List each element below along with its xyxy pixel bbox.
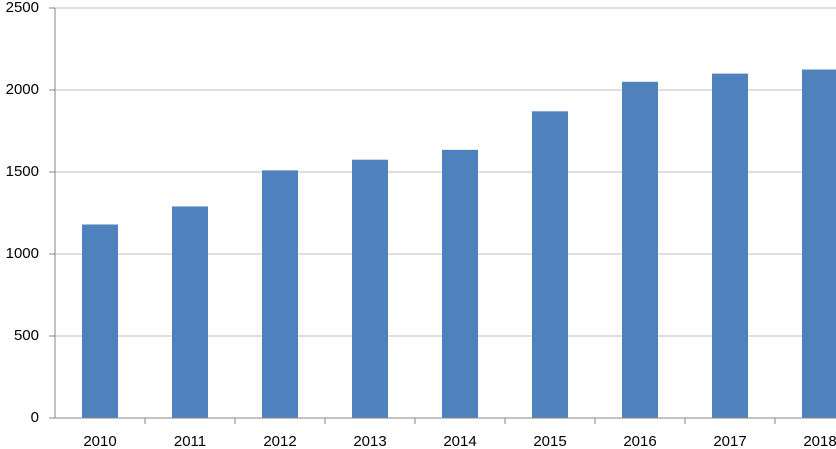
bar: [802, 69, 836, 418]
x-tick-label: 2018: [803, 433, 836, 449]
bar: [262, 170, 298, 418]
bar: [532, 111, 568, 418]
bar: [442, 149, 478, 419]
x-tick-label: 2012: [263, 433, 296, 449]
bar: [82, 224, 118, 418]
bar: [172, 206, 208, 418]
bar: [622, 81, 658, 419]
bar: [712, 73, 748, 418]
x-tick-label: 2011: [174, 433, 206, 449]
y-tick-label: 2500: [6, 0, 39, 16]
x-tick-label: 2016: [623, 433, 656, 449]
y-tick-label: 1000: [6, 245, 39, 262]
x-tick-label: 2014: [443, 433, 476, 449]
x-tick-label: 2017: [713, 433, 746, 449]
y-tick-label: 500: [14, 327, 39, 344]
x-tick-label: 2015: [533, 433, 566, 449]
x-tick-label: 2010: [83, 433, 116, 449]
bar: [352, 159, 388, 418]
y-tick-label: 0: [31, 409, 39, 426]
y-tick-label: 2000: [6, 81, 39, 98]
y-tick-label: 1500: [6, 163, 39, 180]
x-tick-label: 2013: [353, 433, 386, 449]
